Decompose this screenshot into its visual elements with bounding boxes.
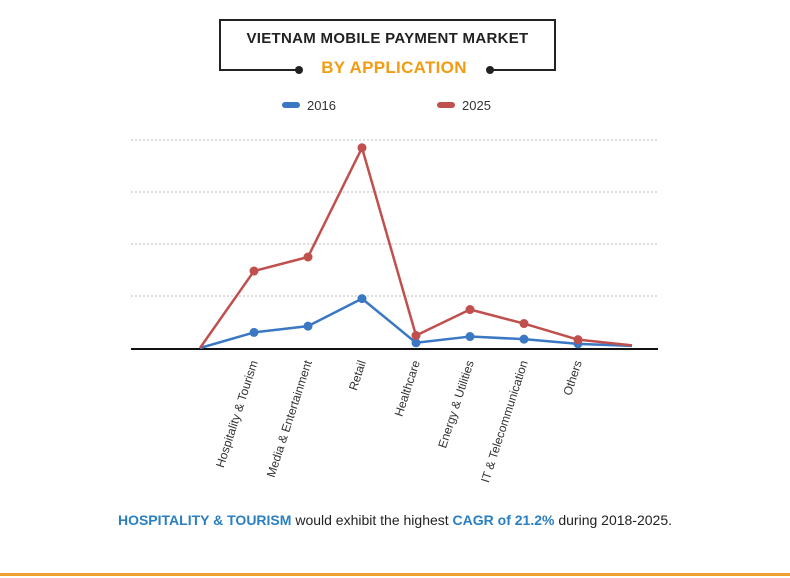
x-tick-label-5: Energy & Utilities — [435, 359, 477, 450]
data-point-2025-7 — [573, 335, 583, 345]
chart-title: VIETNAM MOBILE PAYMENT MARKET — [246, 30, 529, 47]
title-dot-right — [486, 66, 494, 74]
data-point-2025-2 — [303, 252, 313, 262]
data-point-2016-6 — [519, 334, 529, 344]
data-point-2016-4 — [411, 338, 421, 348]
line-chart: 2016 2025 Hospitality & Tourism Media & En… — [131, 98, 658, 484]
x-tick-labels: Hospitality & Tourism Media & Entertainme… — [213, 358, 585, 484]
title-frame-bottom-left — [219, 69, 297, 71]
series-group — [198, 143, 633, 350]
data-point-2016-3 — [357, 294, 367, 304]
footer-highlight-segment: HOSPITALITY & TOURISM — [117, 512, 292, 528]
legend-label-2016: 2016 — [307, 98, 336, 113]
footer-period-segment: during 2018-2025. — [554, 512, 673, 528]
title-frame — [219, 19, 556, 69]
data-point-2016-5 — [465, 332, 475, 342]
x-tick-label-3: Retail — [346, 359, 369, 393]
legend: 2016 2025 — [282, 98, 491, 113]
data-point-2025-5 — [465, 305, 475, 315]
data-point-2025-1 — [249, 266, 259, 276]
legend-label-2025: 2025 — [462, 98, 491, 113]
x-tick-label-2: Media & Entertainment — [264, 358, 315, 479]
data-point-2025-4 — [411, 331, 421, 341]
title-dot-left — [295, 66, 303, 74]
title-frame-bottom-right — [491, 69, 556, 71]
data-point-2025-6 — [519, 319, 529, 329]
footer-caption: HOSPITALITY & TOURISM would exhibit the … — [0, 512, 790, 528]
series-line-2025 — [198, 146, 633, 349]
chart-subtitle: BY APPLICATION — [321, 58, 467, 77]
data-point-2016-1 — [249, 327, 259, 337]
grid-lines — [131, 139, 658, 297]
x-tick-label-4: Healthcare — [392, 358, 423, 418]
footer-accent-rule — [0, 573, 790, 576]
footer-text-segment: would exhibit the highest — [291, 512, 453, 528]
x-tick-label-7: Others — [560, 359, 584, 398]
x-tick-label-6: IT & Telecommunication — [478, 359, 531, 485]
data-point-2016-2 — [303, 321, 313, 331]
footer-cagr-highlight: CAGR of 21.2% — [452, 512, 555, 528]
x-tick-label-1: Hospitality & Tourism — [213, 359, 261, 470]
data-point-2025-3 — [357, 143, 367, 153]
